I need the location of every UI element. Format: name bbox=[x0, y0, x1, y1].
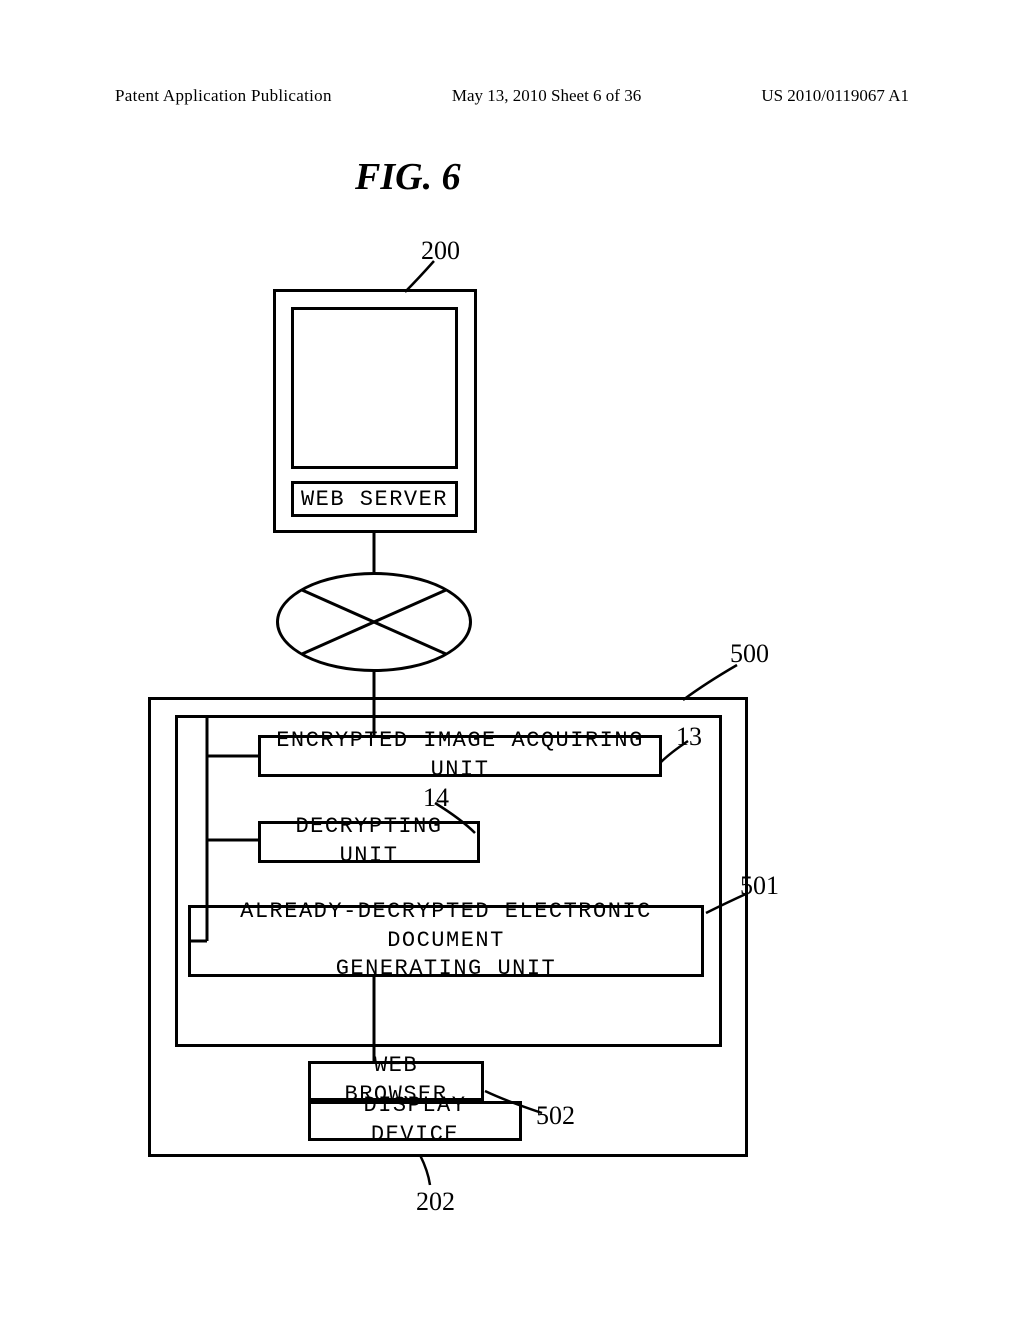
unit-decrypting: DECRYPTING UNIT bbox=[258, 821, 480, 863]
figure-title: FIG. 6 bbox=[355, 155, 461, 199]
unit-encrypted-image-text: ENCRYPTED IMAGE ACQUIRING UNIT bbox=[269, 727, 651, 784]
header-pubnumber: US 2010/0119067 A1 bbox=[761, 86, 909, 106]
server-label: WEB SERVER bbox=[291, 481, 458, 517]
header-publication: Patent Application Publication bbox=[115, 86, 332, 106]
display-device-box: DISPLAY DEVICE bbox=[308, 1101, 522, 1141]
server-label-text: WEB SERVER bbox=[301, 487, 448, 512]
network-ellipse bbox=[276, 572, 472, 672]
ref-202: 202 bbox=[416, 1187, 455, 1217]
server-screen-box bbox=[291, 307, 458, 469]
diagram-canvas: 200 500 13 14 501 502 202 WEB SERVER ENC… bbox=[0, 225, 1024, 1205]
unit-generating-text: ALREADY-DECRYPTED ELECTRONIC DOCUMENTGEN… bbox=[199, 898, 693, 984]
unit-generating: ALREADY-DECRYPTED ELECTRONIC DOCUMENTGEN… bbox=[188, 905, 704, 977]
page-header: Patent Application Publication May 13, 2… bbox=[0, 86, 1024, 106]
ref-200: 200 bbox=[421, 236, 460, 266]
header-date-sheet: May 13, 2010 Sheet 6 of 36 bbox=[452, 86, 641, 106]
unit-decrypting-text: DECRYPTING UNIT bbox=[269, 813, 469, 870]
unit-encrypted-image: ENCRYPTED IMAGE ACQUIRING UNIT bbox=[258, 735, 662, 777]
display-device-text: DISPLAY DEVICE bbox=[319, 1092, 511, 1149]
ref-500: 500 bbox=[730, 639, 769, 669]
